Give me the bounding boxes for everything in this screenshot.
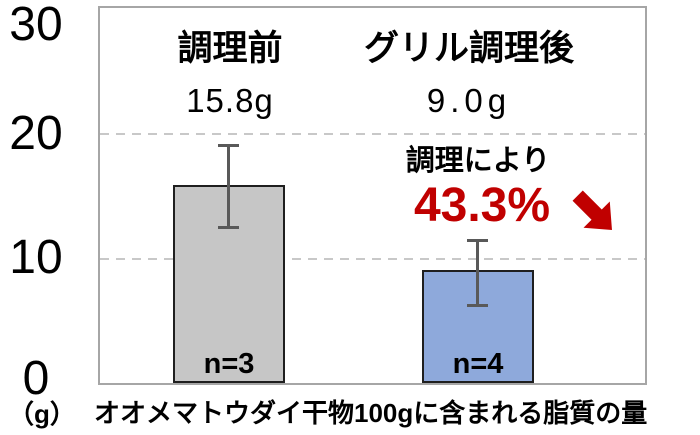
sample-size-label-before: n=3: [203, 348, 255, 380]
y-axis-tick-10: 10: [9, 231, 63, 284]
error-cap-bottom: [467, 304, 488, 307]
value-label-before: 15.8g: [186, 82, 274, 119]
category-label-before: 調理前: [177, 29, 283, 68]
sample-size-label-after: n=4: [452, 348, 504, 380]
chart-caption: オオメマトウダイ干物100gに含まれる脂質の量: [94, 398, 648, 428]
plot-area: n=3 n=4: [98, 6, 647, 385]
gridline-10: [100, 258, 645, 260]
y-axis-tick-20: 20: [9, 107, 63, 160]
reduction-annotation-text: 調理により: [405, 145, 551, 177]
down-right-arrow-icon: [572, 190, 612, 230]
category-label-after: グリル調理後: [363, 29, 574, 68]
error-cap-top: [218, 144, 239, 147]
value-label-after: 9.0g: [426, 82, 512, 119]
gridline-20: [100, 133, 645, 135]
error-bar-after: [467, 239, 488, 307]
error-cap-top: [467, 239, 488, 242]
error-cap-bottom: [218, 226, 239, 229]
error-bar-before: [218, 144, 239, 229]
y-axis-unit-label: （g）: [8, 399, 76, 429]
reduction-percent: 43.3%: [413, 179, 551, 232]
y-axis-tick-0: 0: [22, 352, 50, 405]
y-axis-tick-30: 30: [9, 0, 63, 51]
